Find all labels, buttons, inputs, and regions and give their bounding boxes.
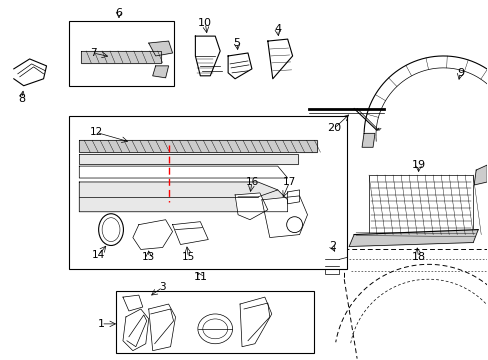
Ellipse shape — [102, 218, 120, 242]
Bar — [69, 21, 173, 86]
Bar — [325, 252, 339, 274]
Text: 13: 13 — [142, 252, 155, 262]
Polygon shape — [133, 220, 172, 249]
Bar — [116, 291, 314, 353]
Polygon shape — [348, 230, 477, 247]
Polygon shape — [79, 166, 287, 178]
Polygon shape — [361, 133, 374, 147]
Text: 20: 20 — [326, 123, 341, 134]
Polygon shape — [148, 304, 175, 351]
Polygon shape — [148, 41, 172, 56]
Polygon shape — [240, 297, 271, 347]
Text: 1: 1 — [98, 319, 104, 329]
Polygon shape — [235, 193, 267, 220]
Text: 9: 9 — [456, 68, 463, 78]
Polygon shape — [262, 196, 307, 238]
Text: 14: 14 — [91, 251, 104, 260]
Text: 2: 2 — [328, 242, 335, 252]
Text: 8: 8 — [18, 94, 25, 104]
Polygon shape — [195, 36, 220, 76]
Text: 16: 16 — [245, 177, 258, 187]
Bar — [368, 175, 472, 235]
Text: 7: 7 — [90, 48, 96, 58]
Polygon shape — [79, 140, 317, 152]
Text: 3: 3 — [159, 282, 165, 292]
Text: 4: 4 — [274, 24, 281, 34]
Polygon shape — [152, 66, 168, 78]
Polygon shape — [122, 309, 148, 351]
Polygon shape — [364, 56, 488, 142]
Polygon shape — [267, 39, 292, 79]
Polygon shape — [228, 53, 251, 79]
Text: 11: 11 — [193, 272, 207, 282]
Text: 19: 19 — [411, 160, 425, 170]
Polygon shape — [122, 295, 142, 311]
Text: 6: 6 — [115, 8, 122, 18]
Polygon shape — [79, 154, 297, 164]
Text: 17: 17 — [283, 177, 296, 187]
Polygon shape — [14, 59, 46, 86]
Polygon shape — [81, 51, 161, 63]
Text: 10: 10 — [198, 18, 212, 28]
Ellipse shape — [198, 314, 232, 344]
Polygon shape — [287, 190, 299, 204]
Bar — [69, 116, 346, 269]
Text: 18: 18 — [411, 252, 425, 262]
Polygon shape — [473, 165, 486, 185]
Polygon shape — [79, 182, 287, 212]
Ellipse shape — [203, 319, 227, 339]
Text: 5: 5 — [233, 38, 240, 48]
Circle shape — [286, 217, 302, 233]
Polygon shape — [172, 222, 208, 244]
Text: 15: 15 — [182, 252, 195, 262]
Text: 12: 12 — [89, 127, 102, 138]
Ellipse shape — [99, 214, 123, 246]
